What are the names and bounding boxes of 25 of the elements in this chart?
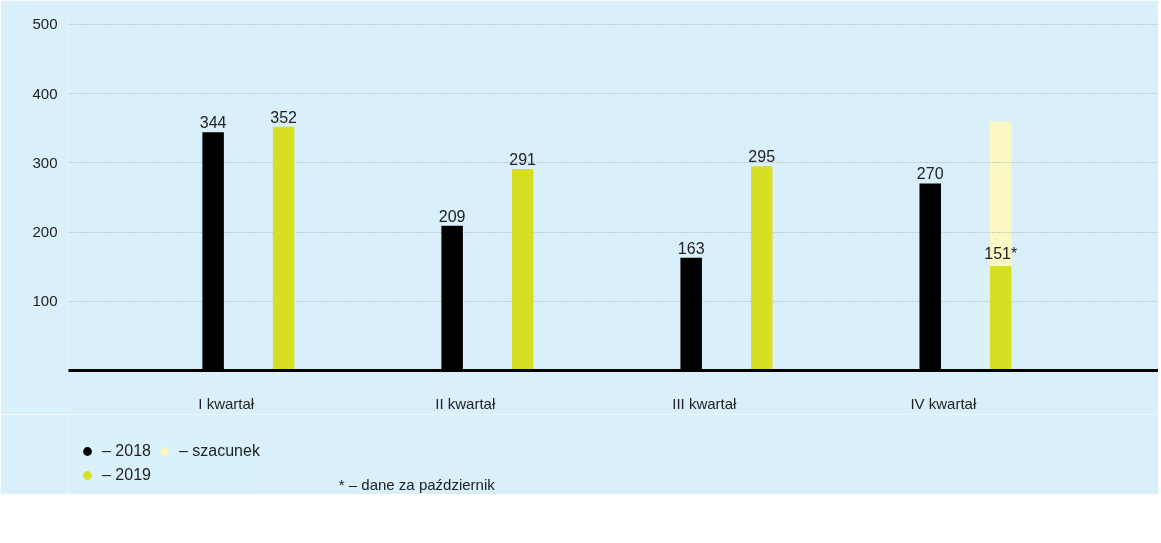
bar — [750, 166, 773, 371]
y-tick-label: 100 — [32, 292, 58, 310]
data-label: 295 — [748, 148, 776, 166]
data-label: 209 — [438, 207, 466, 225]
data-label: 344 — [199, 114, 227, 132]
data-label: 151* — [984, 244, 1018, 262]
y-tick-label: 300 — [32, 153, 58, 171]
legend-label: – szacunek — [178, 442, 260, 460]
bar — [511, 169, 534, 371]
y-tick-label: 400 — [32, 84, 58, 102]
text: * – dane za październik — [338, 476, 496, 494]
data-label: 270 — [916, 165, 944, 183]
data-label: 291 — [509, 150, 537, 168]
data-label: 352 — [270, 108, 298, 126]
legend-label: – 2018 — [102, 442, 151, 460]
legend-label: – 2019 — [102, 466, 151, 484]
x-tick-label: I kwartał — [198, 394, 255, 412]
bar — [272, 126, 295, 371]
y-tick-label: 500 — [32, 15, 58, 33]
x-tick-label: IV kwartał — [910, 394, 977, 412]
y-tick-label: 200 — [32, 223, 58, 241]
x-tick-label: III kwartał — [672, 394, 738, 412]
bar — [989, 265, 1012, 371]
x-tick-label: II kwartał — [435, 394, 496, 412]
data-label: 163 — [677, 239, 705, 257]
